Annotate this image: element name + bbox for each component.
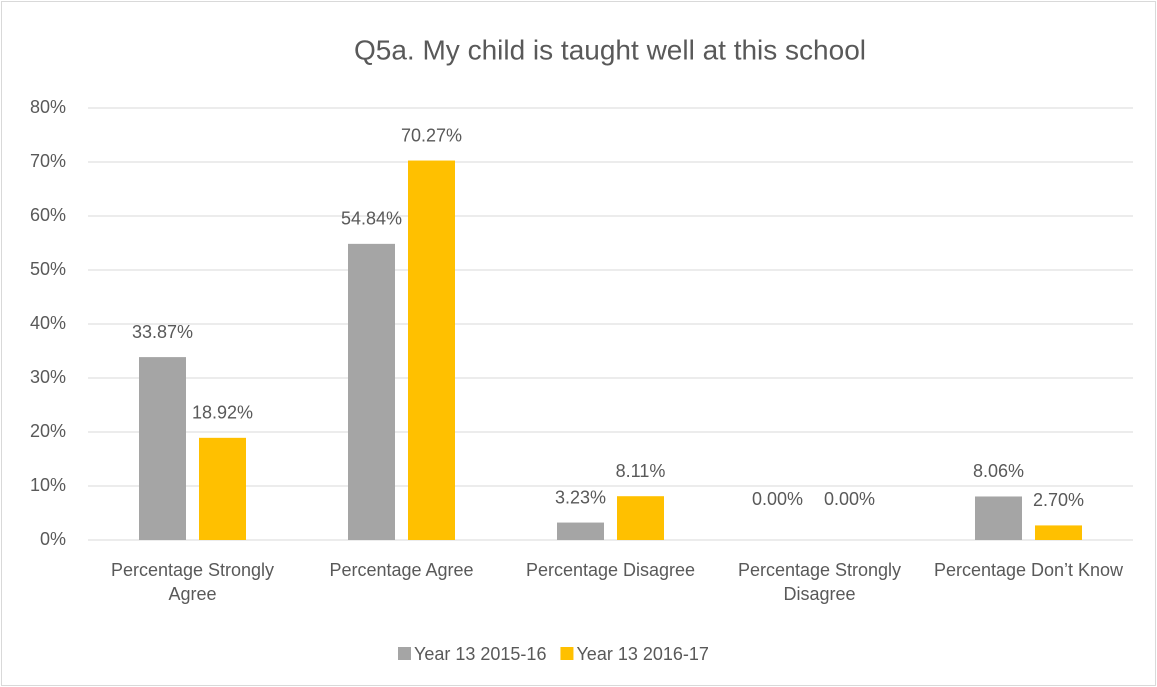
y-tick-label: 30% bbox=[30, 367, 66, 387]
data-label: 18.92% bbox=[192, 403, 253, 423]
data-label: 0.00% bbox=[824, 489, 875, 509]
legend-label: Year 13 2015-16 bbox=[414, 644, 546, 664]
bar bbox=[139, 357, 186, 540]
x-tick-label: Percentage Disagree bbox=[525, 560, 696, 580]
y-tick-label: 20% bbox=[30, 421, 66, 441]
data-label: 0.00% bbox=[752, 489, 803, 509]
legend-swatch bbox=[560, 647, 574, 660]
data-label: 2.70% bbox=[1033, 490, 1084, 510]
data-label: 3.23% bbox=[555, 487, 606, 507]
data-label: 54.84% bbox=[341, 209, 402, 229]
bar bbox=[1035, 525, 1082, 540]
x-tick-label: Percentage Strongly Disagree bbox=[737, 560, 902, 604]
bar bbox=[199, 437, 246, 540]
x-tick-label: Percentage Agree bbox=[329, 560, 474, 580]
bar bbox=[617, 496, 664, 540]
data-label: 70.27% bbox=[401, 125, 462, 145]
y-tick-label: 60% bbox=[30, 205, 66, 225]
legend-label: Year 13 2016-17 bbox=[576, 644, 708, 664]
data-label: 8.06% bbox=[973, 461, 1024, 481]
legend-swatch bbox=[398, 647, 411, 660]
bar bbox=[348, 243, 395, 540]
y-tick-label: 80% bbox=[30, 97, 66, 117]
bar bbox=[975, 496, 1022, 540]
x-tick-label: Percentage Strongly Agree bbox=[110, 560, 275, 604]
bar bbox=[408, 160, 455, 541]
y-tick-label: 50% bbox=[30, 259, 66, 279]
bar bbox=[557, 522, 604, 540]
y-tick-label: 10% bbox=[30, 475, 66, 495]
chart-title: Q5a. My child is taught well at this sch… bbox=[354, 34, 866, 65]
y-tick-label: 40% bbox=[30, 313, 66, 333]
data-label: 33.87% bbox=[132, 322, 193, 342]
x-tick-label: Percentage Don’t Know bbox=[933, 560, 1124, 580]
y-tick-label: 70% bbox=[30, 151, 66, 171]
data-label: 8.11% bbox=[616, 461, 666, 481]
y-tick-label: 0% bbox=[40, 529, 66, 549]
